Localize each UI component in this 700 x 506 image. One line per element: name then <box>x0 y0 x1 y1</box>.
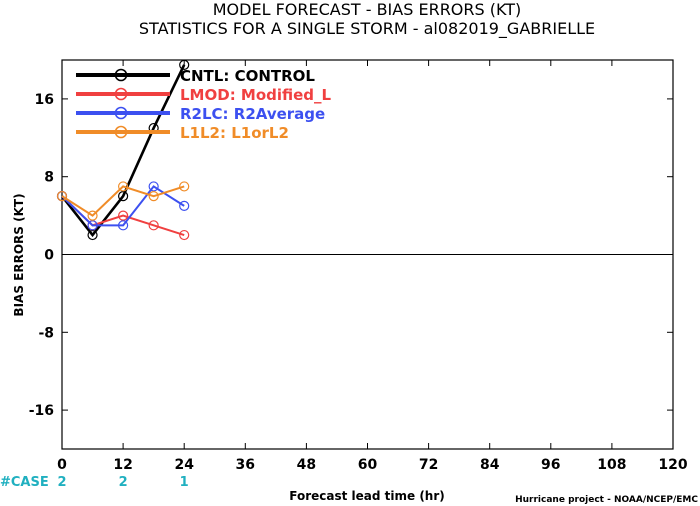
x-tick-label: 72 <box>419 457 438 473</box>
y-axis-ticks: 16 8 0 -8 -16 <box>29 92 673 419</box>
x-tick-label: 108 <box>597 457 626 473</box>
data-point <box>148 220 159 231</box>
x-axis-ticks: 0 12 24 36 48 60 72 84 96 108 120 <box>57 60 688 473</box>
data-point <box>87 220 98 231</box>
y-tick-label: -8 <box>38 325 54 341</box>
x-tick-label: 0 <box>57 457 67 473</box>
x-tick-label: 84 <box>480 457 500 473</box>
legend-marker <box>114 125 128 139</box>
data-point <box>56 191 68 202</box>
chart-title: MODEL FORECAST - BIAS ERRORS (KT) <box>213 0 522 19</box>
data-point <box>179 59 190 70</box>
data-point <box>179 200 190 211</box>
legend-label: CNTL: CONTROL <box>180 67 315 85</box>
case-count: 2 <box>119 475 128 490</box>
case-label: #CASE <box>0 475 49 490</box>
legend-marker <box>114 87 128 101</box>
data-point <box>148 181 159 192</box>
x-tick-label: 60 <box>358 457 378 473</box>
y-tick-label: 0 <box>44 248 54 264</box>
data-point <box>148 191 159 202</box>
x-tick-label: 48 <box>297 457 316 473</box>
legend-marker <box>114 68 128 82</box>
case-counts: 2 2 1 <box>57 475 188 490</box>
x-tick-label: 96 <box>541 457 560 473</box>
case-count: 2 <box>57 475 66 490</box>
y-tick-label: -16 <box>29 403 54 419</box>
data-point <box>179 181 190 192</box>
legend-label: R2LC: R2Average <box>180 105 325 123</box>
data-point <box>87 229 98 241</box>
series-lines <box>56 59 190 241</box>
data-point <box>179 229 190 241</box>
x-tick-label: 120 <box>658 457 687 473</box>
y-axis-label: BIAS ERRORS (KT) <box>12 193 26 316</box>
y-tick-label: 8 <box>44 170 54 186</box>
y-tick-label: 16 <box>35 92 54 108</box>
chart-subtitle: STATISTICS FOR A SINGLE STORM - al082019… <box>139 19 595 39</box>
x-axis-label: Forecast lead time (hr) <box>289 489 445 503</box>
x-tick-label: 12 <box>113 457 132 473</box>
x-tick-label: 36 <box>236 457 255 473</box>
x-tick-label: 24 <box>174 457 194 473</box>
credit-text: Hurricane project - NOAA/NCEP/EMC <box>515 495 698 505</box>
series-line <box>61 185 185 217</box>
legend-marker <box>114 106 128 120</box>
legend-label: L1L2: L1orL2 <box>180 124 289 142</box>
legend-label: LMOD: Modified_L <box>180 86 332 104</box>
case-count: 1 <box>180 475 189 490</box>
series-line <box>61 195 185 237</box>
series-line <box>60 64 186 238</box>
data-point <box>117 191 129 202</box>
data-point <box>117 181 129 192</box>
data-point <box>117 220 129 231</box>
data-point <box>117 210 129 221</box>
data-point <box>87 210 98 221</box>
